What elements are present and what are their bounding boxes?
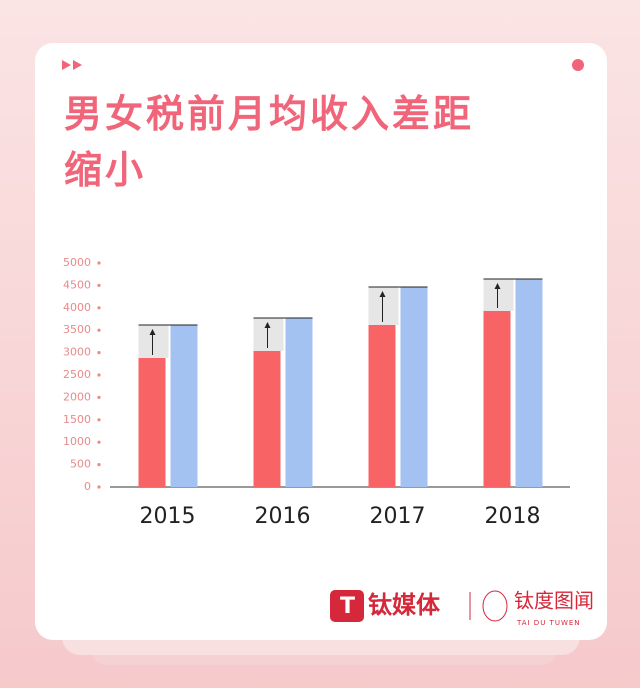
y-tick-label: 4500 xyxy=(63,278,91,291)
tick-mark xyxy=(97,328,101,332)
x-tick-label: 2017 xyxy=(370,504,426,529)
tick-mark xyxy=(97,395,101,399)
tick-mark xyxy=(97,418,101,422)
card xyxy=(35,43,607,640)
tick-mark xyxy=(97,373,101,377)
brand: 钛度图闻 xyxy=(514,589,594,613)
bar xyxy=(483,310,511,487)
tick-mark xyxy=(97,283,101,287)
icon xyxy=(572,59,584,71)
gap xyxy=(253,318,284,351)
gap xyxy=(483,278,514,311)
x-tick-label: 2018 xyxy=(485,504,541,529)
logo-icon xyxy=(330,590,364,622)
logo-mark: T xyxy=(340,594,355,619)
logo-icon xyxy=(482,590,508,622)
y-tick-label: 2500 xyxy=(63,368,91,381)
arrow-head xyxy=(264,322,271,329)
arrow-head xyxy=(494,282,501,289)
chart-title: 男女税前月均收入差距缩小 xyxy=(64,92,475,192)
bar xyxy=(285,318,313,487)
bar xyxy=(253,350,281,487)
y-tick-label: 2000 xyxy=(63,390,91,403)
icon xyxy=(73,60,82,70)
bar xyxy=(368,325,396,487)
tick-mark xyxy=(97,463,101,467)
y-tick-label: 3500 xyxy=(63,323,91,336)
x-tick-label: 2015 xyxy=(140,504,196,529)
bar xyxy=(170,325,198,487)
brand: 钛媒体 xyxy=(368,591,441,619)
gap xyxy=(138,325,169,358)
y-tick-label: 5000 xyxy=(63,256,91,269)
brand: TAI DU TUWEN xyxy=(516,619,581,627)
y-tick-label: 0 xyxy=(84,480,91,493)
tick-mark xyxy=(97,261,101,265)
y-tick-label: 4000 xyxy=(63,301,91,314)
y-tick-label: 3000 xyxy=(63,346,91,359)
tick-mark xyxy=(97,306,101,310)
bar xyxy=(138,357,166,487)
tick-mark xyxy=(97,351,101,355)
arrow-head xyxy=(379,291,386,298)
gap xyxy=(368,287,399,326)
bar xyxy=(400,287,428,487)
x-tick-label: 2016 xyxy=(255,504,311,529)
icon xyxy=(62,60,71,70)
y-tick-label: 500 xyxy=(70,458,91,471)
y-tick-label: 1500 xyxy=(63,413,91,426)
bar xyxy=(515,278,543,487)
y-tick-label: 1000 xyxy=(63,435,91,448)
arrow-head xyxy=(149,329,156,336)
tick-mark xyxy=(97,485,101,489)
tick-mark xyxy=(97,440,101,444)
